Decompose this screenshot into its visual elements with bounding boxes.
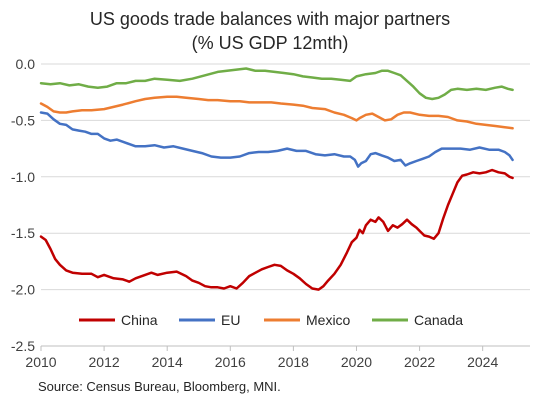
source-note: Source: Census Bureau, Bloomberg, MNI.	[38, 379, 281, 394]
legend-label-china: China	[121, 312, 158, 328]
legend-label-canada: Canada	[414, 312, 463, 328]
x-axis	[40, 345, 530, 351]
legend-label-eu: EU	[221, 312, 240, 328]
x-tick-label: 2018	[278, 354, 309, 370]
y-tick-label: -2.5	[11, 338, 35, 354]
legend: China EU Mexico Canada	[79, 312, 463, 328]
series-line-canada	[39, 67, 514, 101]
x-tick-label: 2010	[25, 354, 56, 370]
legend-label-mexico: Mexico	[306, 312, 351, 328]
y-tick-labels: 0.0 -0.5 -1.0 -1.5 -2.0 -2.5	[11, 56, 35, 354]
gridlines	[41, 63, 530, 291]
x-tick-label: 2016	[215, 354, 246, 370]
x-tick-label: 2022	[404, 354, 435, 370]
y-tick-label: -2.0	[11, 282, 35, 298]
series-lines	[39, 67, 514, 291]
x-tick-labels: 2010 2012 2014 2016 2018 2020 2022 2024	[25, 354, 498, 370]
chart-title-line-2: (% US GDP 12mth)	[191, 33, 349, 53]
x-tick-label: 2024	[467, 354, 498, 370]
series-line-mexico	[39, 95, 514, 130]
x-tick-label: 2014	[152, 354, 183, 370]
x-tick-label: 2020	[341, 354, 372, 370]
series-line-eu	[39, 111, 514, 168]
y-tick-label: -1.5	[11, 225, 35, 241]
y-tick-label: -1.0	[11, 169, 35, 185]
chart-title-line-1: US goods trade balances with major partn…	[89, 9, 451, 29]
y-tick-label: -0.5	[11, 112, 35, 128]
y-tick-label: 0.0	[16, 56, 36, 72]
x-tick-label: 2012	[89, 354, 120, 370]
series-line-china	[39, 168, 514, 291]
